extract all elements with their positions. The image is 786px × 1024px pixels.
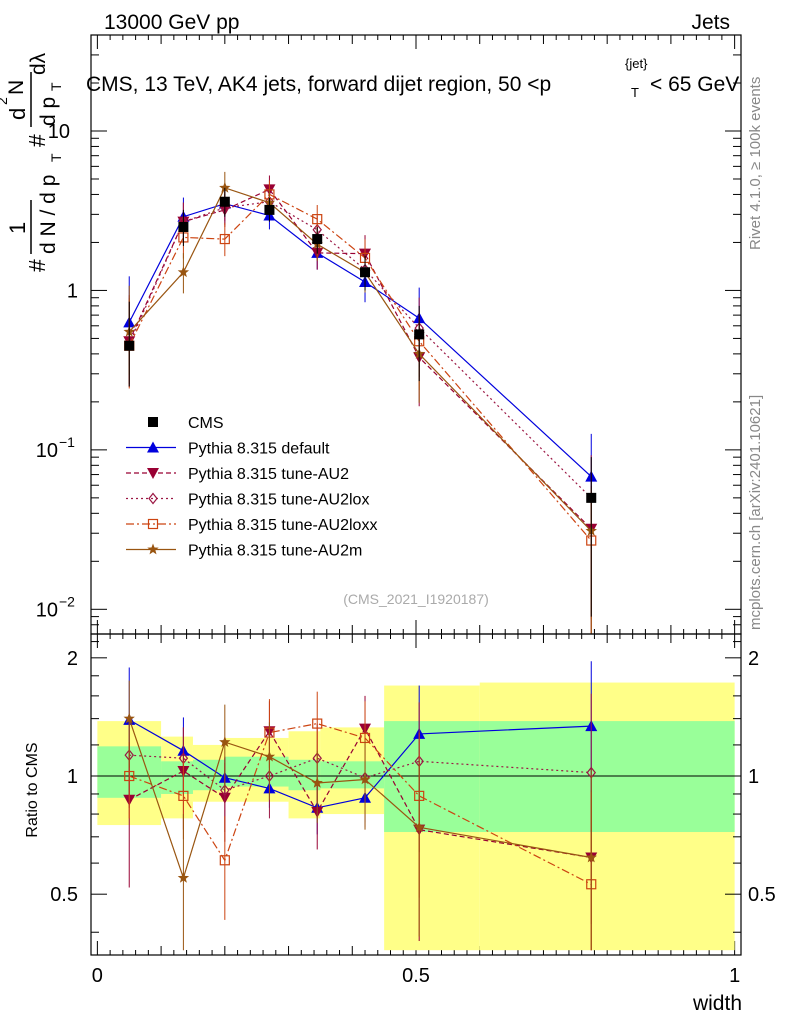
marker-star: [413, 821, 425, 833]
ylabel-dpT: d p: [37, 97, 60, 126]
plot-title: CMS, 13 TeV, AK4 jets, forward dijet reg…: [86, 56, 739, 100]
marker-square: [124, 340, 135, 351]
marker-square-open: [219, 233, 230, 245]
marker-star: [123, 712, 135, 724]
marker-star: [177, 266, 190, 278]
series-line-au2loxx: [128, 193, 592, 541]
marker-star: [359, 773, 371, 785]
header-right: Jets: [691, 11, 730, 34]
main-ylabel: # 1 d N / d p T # d d p T dλ 2 N: [0, 52, 64, 272]
series-line-default: [128, 203, 592, 478]
marker-star: [585, 851, 597, 863]
ratio-line-default: [128, 719, 592, 809]
ylabel-d2N: d: [5, 108, 30, 120]
marker-square-open: [178, 790, 189, 801]
title-sub: T: [631, 85, 639, 100]
marker-square: [148, 417, 158, 427]
marker-square: [586, 492, 597, 503]
y-tick-label: 1: [67, 280, 78, 302]
marker-square-open: [219, 855, 230, 866]
marker-square-open: [124, 770, 135, 782]
ylabel-dlambda: dλ: [27, 52, 50, 75]
marker-star: [311, 777, 323, 788]
series-line-au2m: [128, 187, 592, 532]
ylabel-one: 1: [5, 222, 30, 234]
ratio-plot-panel: 0 0.5 1 2 2 1 1 0.5 0.5: [50, 633, 776, 987]
marker-square-open: [312, 214, 323, 225]
x-tick-label: 0.5: [402, 965, 430, 987]
ratio-tick-label-right: 0.5: [748, 884, 776, 906]
ylabel-T1: T: [48, 153, 64, 162]
title-sup: {jet}: [625, 56, 648, 71]
x-tick-label: 0: [92, 965, 103, 987]
title-tail: < 65 GeV: [650, 73, 739, 96]
marker-star: [219, 736, 231, 747]
ylabel-hash2: #: [24, 134, 50, 147]
ylabel-T2: T: [48, 82, 64, 91]
ratio-band-inner: [192, 759, 225, 791]
mcplots-label: mcplots.cern.ch [arXiv:2401.10621]: [747, 395, 764, 630]
y-tick-label: 10: [36, 599, 58, 621]
marker-square: [360, 267, 371, 278]
ratio-band-inner: [479, 721, 735, 833]
ratio-tick-label-right: 1: [748, 766, 759, 788]
ylabel-hash1: #: [24, 259, 50, 272]
marker-square: [178, 221, 189, 232]
ratio-ylabel: Ratio to CMS: [24, 742, 41, 837]
legend-label-au2lox: Pythia 8.315 tune-AU2lox: [188, 492, 369, 509]
rivet-label: Rivet 4.1.0, ≥ 100k events: [747, 77, 764, 250]
marker-diamond: [220, 784, 230, 797]
ylabel-dndpt: d N / d p: [37, 175, 60, 254]
ratio-band-inner: [384, 721, 480, 833]
legend-label-au2loxx: Pythia 8.315 tune-AU2loxx: [188, 517, 377, 534]
marker-triangle-up: [147, 441, 159, 453]
legend-label-au2m: Pythia 8.315 tune-AU2m: [188, 543, 362, 560]
marker-diamond: [148, 492, 158, 505]
marker-star: [147, 543, 159, 555]
legend: CMS Pythia 8.315 default Pythia 8.315 tune…: [126, 415, 377, 560]
ratio-line-au2m: [128, 718, 592, 880]
marker-square: [414, 329, 425, 340]
marker-star: [263, 750, 276, 762]
y-tick-label: 10: [36, 440, 58, 462]
y-tick-label: 10: [48, 121, 70, 143]
marker-triangle-down: [147, 468, 159, 479]
y-tick-exponent: −2: [59, 593, 75, 609]
legend-label-au2: Pythia 8.315 tune-AU2: [188, 466, 349, 483]
ratio-band-inner: [224, 756, 289, 787]
header-left: 13000 GeV pp: [104, 11, 239, 34]
x-axis-label: width: [692, 992, 742, 1015]
ratio-line-au2: [128, 727, 592, 859]
marker-square-open: [312, 718, 323, 729]
ratio-tick-label-right: 2: [748, 648, 759, 670]
ylabel-N: N: [5, 80, 28, 95]
ratio-tick-label-left: 2: [67, 648, 78, 670]
marker-square: [264, 204, 275, 215]
ratio-frame: [90, 633, 742, 956]
legend-label-default: Pythia 8.315 default: [188, 441, 330, 458]
marker-star: [177, 871, 190, 883]
legend-label-cms: CMS: [188, 415, 224, 432]
ratio-tick-label-left: 0.5: [50, 884, 78, 906]
ratio-line-au2loxx: [128, 722, 592, 885]
x-tick-label: 1: [729, 965, 740, 987]
marker-square: [312, 234, 323, 245]
title-main: CMS, 13 TeV, AK4 jets, forward dijet reg…: [86, 73, 551, 96]
marker-square-open: [147, 518, 159, 530]
ylabel-2: 2: [0, 97, 10, 105]
marker-star: [219, 181, 231, 193]
series-line-au2lox: [128, 201, 592, 499]
marker-square: [219, 196, 230, 207]
analysis-id: (CMS_2021_I1920187): [343, 591, 489, 607]
y-tick-exponent: −1: [59, 434, 75, 450]
ratio-tick-label-left: 1: [67, 766, 78, 788]
